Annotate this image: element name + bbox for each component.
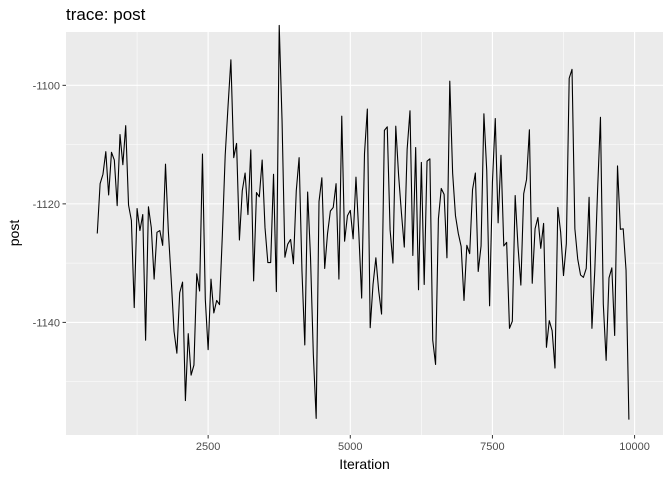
y-tick-label: -1100 bbox=[33, 80, 60, 92]
x-tick-label: 7500 bbox=[480, 441, 504, 453]
x-axis-title: Iteration bbox=[339, 456, 390, 472]
grid-lines bbox=[66, 32, 663, 435]
y-axis-title: post bbox=[6, 220, 22, 247]
x-axis: 2500 5000 7500 10000 bbox=[196, 435, 650, 453]
plot-panel bbox=[66, 32, 663, 435]
y-tick-label: -1120 bbox=[33, 199, 60, 211]
x-tick-label: 2500 bbox=[196, 441, 220, 453]
chart-title: trace: post bbox=[66, 5, 146, 24]
trace-line bbox=[96, 24, 630, 420]
x-tick-label: 10000 bbox=[619, 441, 650, 453]
y-axis: -1140 -1120 -1100 bbox=[33, 80, 66, 329]
x-tick-label: 5000 bbox=[338, 441, 362, 453]
y-tick-label: -1140 bbox=[33, 317, 60, 329]
